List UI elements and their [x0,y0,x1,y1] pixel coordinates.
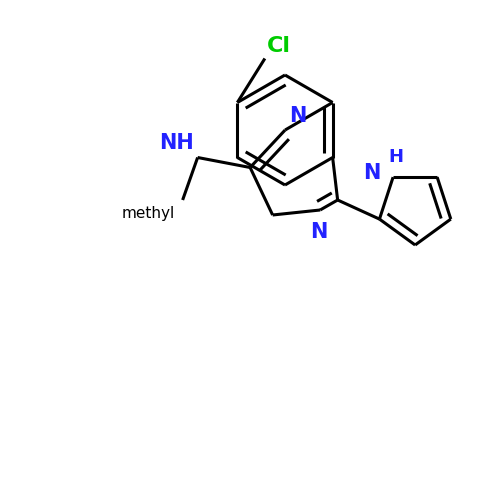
Text: N: N [289,106,306,126]
Text: Cl: Cl [268,36,291,56]
Text: NH: NH [159,134,194,154]
Text: H: H [388,148,403,166]
Text: methyl: methyl [122,206,175,221]
Text: N: N [310,222,328,242]
Text: N: N [363,163,380,183]
